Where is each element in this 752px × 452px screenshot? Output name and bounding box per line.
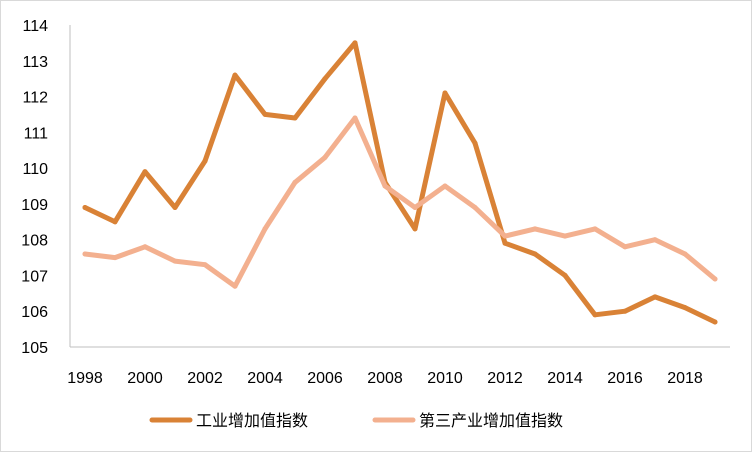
y-tick-label: 110 (22, 161, 48, 178)
series-2-point (262, 226, 268, 232)
series-2-point (502, 233, 508, 239)
series-1-point (712, 319, 718, 325)
series-1-point (82, 205, 88, 210)
series-1-point (202, 158, 208, 164)
series-2-point (412, 205, 418, 210)
series-1-point (592, 312, 598, 318)
y-tick-label: 112 (22, 90, 48, 107)
series-1-point (622, 308, 628, 314)
series-2-point (442, 183, 448, 189)
series-2-point (532, 226, 538, 232)
x-tick-label: 2002 (187, 370, 223, 387)
series-2-point (352, 115, 358, 121)
series-2-point (472, 205, 478, 210)
series-1-point (442, 90, 448, 96)
x-tick-label: 2016 (607, 370, 643, 387)
x-tick-label: 2012 (487, 370, 523, 387)
series-2-point (622, 244, 628, 250)
series-1-point (352, 40, 358, 46)
x-tick-label: 2008 (367, 370, 403, 387)
series-2-point (322, 154, 328, 160)
series-2-point (202, 262, 208, 268)
y-tick-labels: 105 106 107 108 109 110 111 112 113 114 (21, 18, 48, 357)
series-2-point (112, 255, 118, 261)
y-tick-label: 105 (21, 340, 48, 357)
y-tick-label: 113 (22, 54, 48, 71)
series-1-point (682, 305, 688, 311)
series-1-point (562, 272, 568, 278)
x-tick-label: 2004 (247, 370, 283, 387)
series-1-point (322, 76, 328, 82)
series-line-1 (82, 40, 718, 325)
x-tick-label: 2018 (667, 370, 703, 387)
series-1-point (502, 240, 508, 246)
y-tick-label: 107 (21, 268, 48, 285)
legend-label-1: 工业增加值指数 (196, 411, 308, 430)
series-1-point (142, 169, 148, 175)
series-1-point (112, 219, 118, 225)
series-2-point (592, 226, 598, 232)
series-1-point (472, 140, 478, 146)
x-tick-label: 1998 (67, 370, 103, 387)
series-lines (82, 40, 718, 325)
x-tick-label: 2006 (307, 370, 343, 387)
x-tick-label: 2014 (547, 370, 583, 387)
series-1-point (262, 111, 268, 117)
series-2-point (562, 233, 568, 239)
legend: 工业增加值指数 第三产业增加值指数 (149, 411, 563, 430)
series-1-point (412, 226, 418, 232)
y-tick-label: 109 (21, 197, 48, 214)
series-2-point (652, 237, 658, 243)
series-2-point (382, 183, 388, 189)
y-tick-label: 108 (21, 233, 48, 250)
series-1-point (292, 115, 298, 121)
series-1-point (532, 251, 538, 257)
y-tick-label: 111 (24, 125, 48, 142)
series-2-point (82, 251, 88, 257)
series-2-point (682, 251, 688, 257)
series-2-point (292, 179, 298, 185)
series-1-point (652, 294, 658, 300)
series-line-2 (82, 115, 718, 289)
series-1-point (232, 72, 238, 78)
series-2-point (172, 258, 178, 264)
legend-label-2: 第三产业增加值指数 (419, 411, 563, 430)
series-2-point (232, 283, 238, 289)
y-tick-label: 114 (22, 18, 48, 35)
x-tick-label: 2010 (427, 370, 463, 387)
x-tick-label: 2000 (127, 370, 163, 387)
series-2-point (142, 244, 148, 250)
series-1-point (172, 205, 178, 210)
x-tick-labels: 1998 2000 2002 2004 2006 2008 2010 2012 2014 2016… (67, 370, 703, 387)
y-tick-label: 106 (21, 304, 48, 321)
series-2-point (712, 276, 718, 282)
